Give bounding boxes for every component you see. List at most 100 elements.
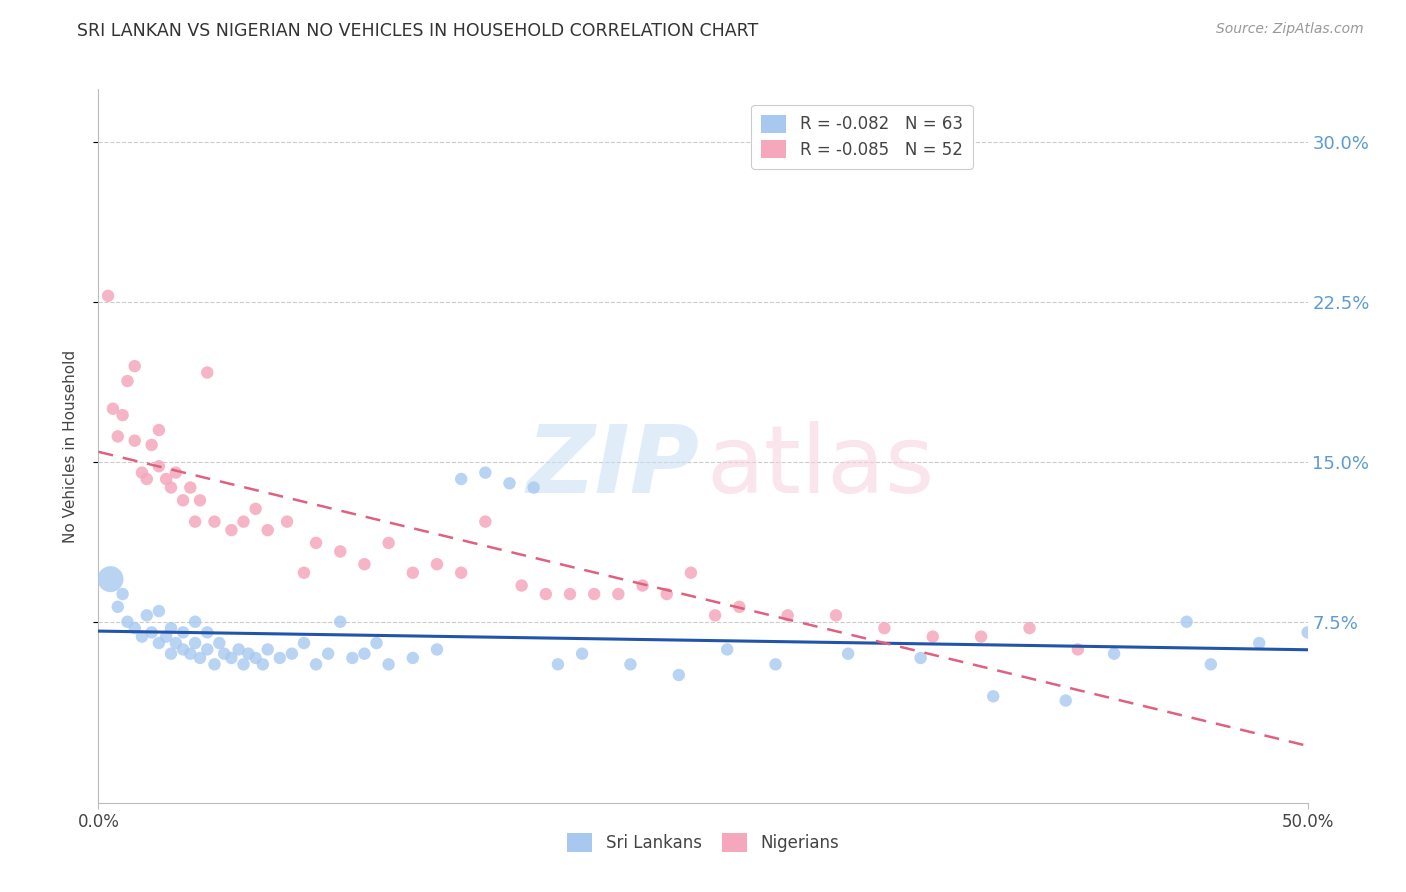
Point: [1102, 647, 1125, 661]
Point: [305, 657, 328, 672]
Point: [252, 657, 274, 672]
Point: [188, 493, 211, 508]
Point: [281, 647, 304, 661]
Point: [269, 651, 291, 665]
Point: [1249, 636, 1271, 650]
Point: [498, 476, 520, 491]
Point: [204, 657, 226, 672]
Point: [631, 578, 654, 592]
Point: [141, 438, 163, 452]
Text: atlas: atlas: [707, 421, 935, 514]
Point: [377, 657, 399, 672]
Point: [212, 647, 235, 661]
Point: [450, 566, 472, 580]
Point: [117, 615, 139, 629]
Point: [583, 587, 606, 601]
Point: [353, 647, 375, 661]
Point: [155, 472, 177, 486]
Y-axis label: No Vehicles in Household: No Vehicles in Household: [63, 350, 77, 542]
Point: [135, 608, 157, 623]
Point: [765, 657, 787, 672]
Point: [825, 608, 848, 623]
Point: [184, 615, 207, 629]
Point: [1175, 615, 1198, 629]
Point: [921, 630, 943, 644]
Point: [148, 423, 170, 437]
Point: [619, 657, 641, 672]
Text: SRI LANKAN VS NIGERIAN NO VEHICLES IN HOUSEHOLD CORRELATION CHART: SRI LANKAN VS NIGERIAN NO VEHICLES IN HO…: [77, 22, 759, 40]
Point: [377, 536, 399, 550]
Text: Source: ZipAtlas.com: Source: ZipAtlas.com: [1216, 22, 1364, 37]
Point: [245, 651, 267, 665]
Point: [165, 636, 187, 650]
Point: [245, 501, 267, 516]
Point: [1067, 642, 1090, 657]
Point: [329, 615, 352, 629]
Point: [292, 566, 315, 580]
Point: [571, 647, 593, 661]
Point: [124, 359, 146, 373]
Point: [124, 621, 146, 635]
Point: [141, 625, 163, 640]
Point: [184, 636, 207, 650]
Point: [195, 642, 218, 657]
Point: [1296, 625, 1319, 640]
Point: [208, 636, 231, 650]
Point: [316, 647, 339, 661]
Point: [179, 481, 201, 495]
Point: [107, 599, 129, 614]
Point: [510, 578, 533, 592]
Point: [195, 625, 218, 640]
Point: [179, 647, 201, 661]
Point: [655, 587, 678, 601]
Point: [107, 429, 129, 443]
Point: [704, 608, 727, 623]
Point: [970, 630, 993, 644]
Point: [148, 636, 170, 650]
Point: [679, 566, 702, 580]
Point: [1018, 621, 1040, 635]
Point: [558, 587, 581, 601]
Point: [232, 657, 254, 672]
Point: [329, 544, 352, 558]
Point: [221, 651, 243, 665]
Point: [366, 636, 388, 650]
Point: [124, 434, 146, 448]
Point: [981, 690, 1004, 704]
Point: [607, 587, 630, 601]
Point: [184, 515, 207, 529]
Point: [155, 630, 177, 644]
Point: [547, 657, 569, 672]
Point: [160, 481, 183, 495]
Point: [1054, 693, 1077, 707]
Point: [204, 515, 226, 529]
Legend: Sri Lankans, Nigerians: Sri Lankans, Nigerians: [561, 827, 845, 859]
Point: [276, 515, 298, 529]
Point: [402, 651, 425, 665]
Point: [165, 466, 187, 480]
Point: [111, 587, 134, 601]
Point: [873, 621, 896, 635]
Point: [172, 493, 194, 508]
Point: [426, 558, 449, 572]
Point: [188, 651, 211, 665]
Point: [100, 572, 122, 586]
Point: [111, 408, 134, 422]
Point: [256, 642, 278, 657]
Point: [228, 642, 250, 657]
Point: [910, 651, 932, 665]
Point: [135, 472, 157, 486]
Point: [728, 599, 751, 614]
Point: [450, 472, 472, 486]
Point: [172, 642, 194, 657]
Point: [292, 636, 315, 650]
Point: [101, 401, 124, 416]
Point: [402, 566, 425, 580]
Point: [160, 621, 183, 635]
Point: [534, 587, 557, 601]
Text: ZIP: ZIP: [526, 421, 699, 514]
Point: [221, 523, 243, 537]
Point: [232, 515, 254, 529]
Point: [716, 642, 738, 657]
Point: [1199, 657, 1222, 672]
